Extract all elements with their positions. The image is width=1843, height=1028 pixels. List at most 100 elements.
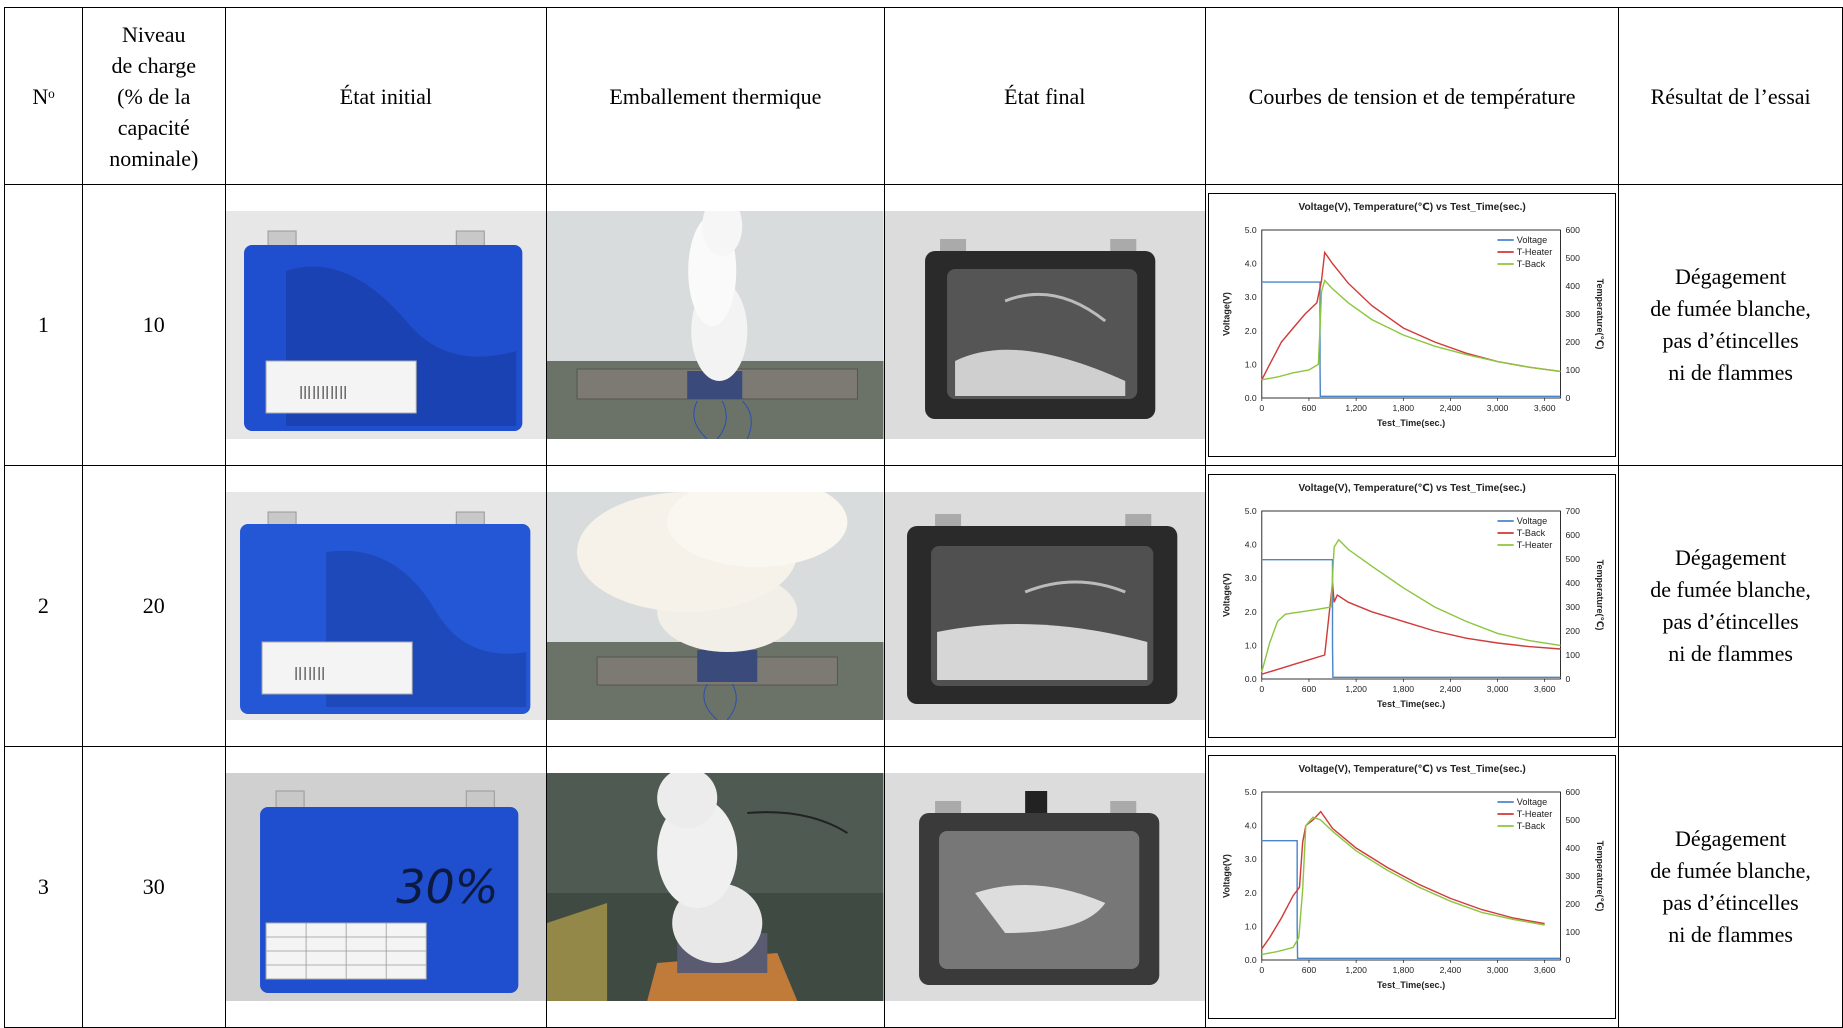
result-line: de fumée blanche, — [1650, 296, 1811, 321]
x-tick-label: 3,000 — [1487, 965, 1509, 975]
y2-tick-label: 400 — [1565, 578, 1580, 588]
result-line: pas d’étincelles — [1662, 609, 1799, 634]
thermal-runaway-photo — [546, 184, 885, 466]
x-tick-label: 2,400 — [1440, 403, 1462, 413]
y2-tick-label: 100 — [1565, 365, 1580, 375]
y-tick-label: 4.0 — [1245, 821, 1257, 831]
x-axis-label: Test_Time(sec.) — [1377, 699, 1445, 709]
header-curves: Courbes de tension et de température — [1204, 7, 1620, 185]
result-text: Dégagement de fumée blanche, pas d’étinc… — [1619, 823, 1842, 951]
legend-entry: T-Heater — [1517, 540, 1553, 550]
y2-tick-label: 500 — [1565, 554, 1580, 564]
x-tick-label: 600 — [1302, 965, 1317, 975]
x-tick-label: 2,400 — [1440, 684, 1462, 694]
test-result: Dégagement de fumée blanche, pas d’étinc… — [1618, 465, 1843, 747]
header-number: Nᵒ — [4, 7, 83, 185]
battery-initial-photo — [225, 211, 547, 439]
result-text: Dégagement de fumée blanche, pas d’étinc… — [1619, 542, 1842, 670]
table-row: 3 30 30% — [4, 746, 1843, 1028]
initial-state-photo — [224, 465, 548, 747]
series-line-t-back — [1261, 582, 1561, 675]
plot-area — [1261, 791, 1561, 961]
y2-tick-label: 500 — [1565, 815, 1580, 825]
test-result: Dégagement de fumée blanche, pas d’étinc… — [1618, 184, 1843, 466]
test-result: Dégagement de fumée blanche, pas d’étinc… — [1618, 746, 1843, 1028]
y2-tick-label: 0 — [1565, 393, 1570, 403]
header-charge-line: (% de la — [117, 83, 191, 109]
result-line: ni de flammes — [1668, 922, 1793, 947]
chart-frame: Voltage(V), Temperature(℃) vs Test_Time(… — [1207, 474, 1617, 738]
chart-frame: Voltage(V), Temperature(℃) vs Test_Time(… — [1207, 193, 1617, 457]
y-tick-label: 2.0 — [1245, 326, 1257, 336]
y2-tick-label: 0 — [1565, 955, 1570, 965]
y2-axis-label: Temperature(℃) — [1595, 560, 1605, 631]
curve-cell: Voltage(V), Temperature(℃) vs Test_Time(… — [1204, 465, 1620, 747]
charge-level: 20 — [81, 465, 226, 747]
y2-tick-label: 200 — [1565, 337, 1580, 347]
y-tick-label: 3.0 — [1245, 854, 1257, 864]
series-line-t-back — [1261, 278, 1561, 381]
chart-title: Voltage(V), Temperature(℃) vs Test_Time(… — [1298, 483, 1525, 494]
result-line: pas d’étincelles — [1662, 328, 1799, 353]
x-tick-label: 3,600 — [1534, 403, 1556, 413]
curve-cell: Voltage(V), Temperature(℃) vs Test_Time(… — [1204, 184, 1620, 466]
row-number: 1 — [4, 184, 83, 466]
header-charge-line: nominale) — [109, 145, 199, 171]
result-line: pas d’étincelles — [1662, 890, 1799, 915]
y-tick-label: 1.0 — [1245, 640, 1257, 650]
legend-entry: Voltage — [1517, 516, 1547, 526]
x-tick-label: 2,400 — [1440, 965, 1462, 975]
y2-axis-label: Temperature(℃) — [1595, 841, 1605, 912]
voltage-temperature-chart: Voltage(V), Temperature(℃) vs Test_Time(… — [1221, 764, 1605, 990]
y2-tick-label: 300 — [1565, 871, 1580, 881]
x-tick-label: 0 — [1259, 684, 1264, 694]
y-tick-label: 2.0 — [1245, 888, 1257, 898]
series-line-voltage — [1261, 281, 1561, 398]
series-line-t-heater — [1261, 810, 1545, 950]
legend-entry: Voltage — [1517, 235, 1547, 245]
table-row: 2 20 — [4, 465, 1843, 747]
x-tick-label: 3,000 — [1487, 403, 1509, 413]
header-thermal-runaway: Emballement thermique — [546, 7, 885, 185]
legend-entry: Voltage — [1517, 797, 1547, 807]
initial-state-photo — [224, 184, 548, 466]
runaway-smoke-photo — [547, 773, 884, 1001]
x-tick-label: 600 — [1302, 684, 1317, 694]
y-axis-label: Voltage(V) — [1221, 573, 1231, 617]
y2-tick-label: 300 — [1565, 309, 1580, 319]
y-tick-label: 5.0 — [1245, 787, 1257, 797]
chart-frame: Voltage(V), Temperature(℃) vs Test_Time(… — [1207, 755, 1617, 1019]
final-state-photo — [883, 465, 1206, 747]
header-charge-line: capacité — [117, 114, 190, 140]
y2-axis-label: Temperature(℃) — [1595, 279, 1605, 350]
header-result: Résultat de l’essai — [1618, 7, 1843, 185]
result-line: Dégagement — [1675, 826, 1787, 851]
final-state-photo — [883, 184, 1206, 466]
y2-tick-label: 400 — [1565, 281, 1580, 291]
legend-entry: T-Heater — [1517, 809, 1553, 819]
series-line-t-back — [1261, 816, 1545, 956]
plot-area — [1261, 510, 1561, 680]
final-state-photo — [883, 746, 1206, 1028]
x-tick-label: 1,800 — [1392, 684, 1414, 694]
voltage-temperature-chart: Voltage(V), Temperature(℃) vs Test_Time(… — [1221, 202, 1605, 428]
legend-entry: T-Back — [1517, 528, 1546, 538]
x-axis-label: Test_Time(sec.) — [1377, 418, 1445, 428]
y2-tick-label: 500 — [1565, 253, 1580, 263]
plot-area — [1261, 229, 1561, 399]
y-tick-label: 2.0 — [1245, 607, 1257, 617]
battery-initial-photo: 30% — [225, 773, 547, 1001]
y2-tick-label: 200 — [1565, 626, 1580, 636]
row-number: 3 — [4, 746, 83, 1028]
x-tick-label: 1,800 — [1392, 403, 1414, 413]
chart-title: Voltage(V), Temperature(℃) vs Test_Time(… — [1298, 764, 1525, 775]
header-charge-line: de charge — [111, 52, 197, 78]
y-tick-label: 5.0 — [1245, 506, 1257, 516]
series-line-voltage — [1261, 558, 1561, 679]
y-tick-label: 3.0 — [1245, 573, 1257, 583]
y-tick-label: 0.0 — [1245, 393, 1257, 403]
y-tick-label: 4.0 — [1245, 540, 1257, 550]
header-row: Nᵒ Niveau de charge (% de la capacité no… — [4, 7, 1843, 185]
table-row: 1 10 — [4, 184, 1843, 466]
y-tick-label: 0.0 — [1245, 955, 1257, 965]
